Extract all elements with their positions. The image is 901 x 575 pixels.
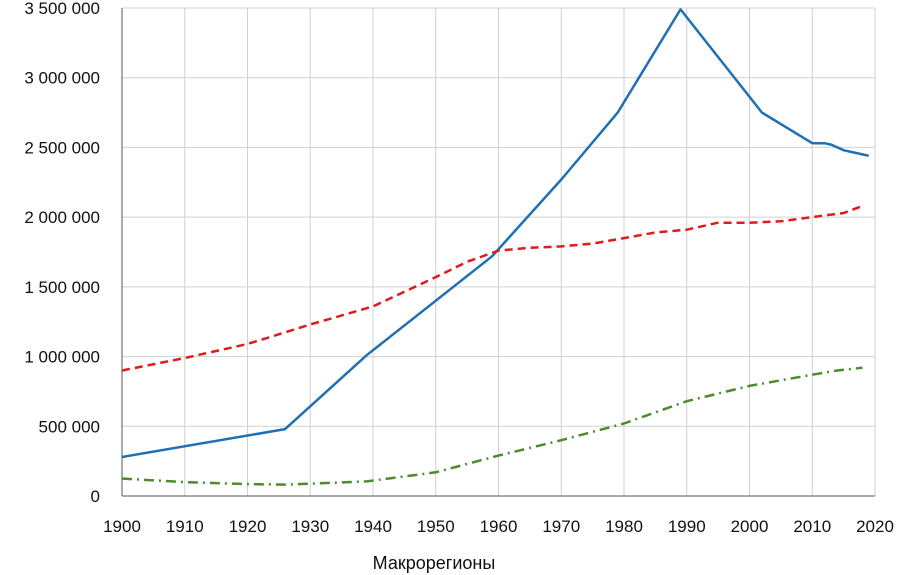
x-tick-label: 1940 bbox=[354, 517, 392, 536]
y-tick-label: 2 500 000 bbox=[24, 138, 100, 157]
y-tick-label: 2 000 000 bbox=[24, 208, 100, 227]
x-tick-label: 1980 bbox=[605, 517, 643, 536]
axes bbox=[121, 8, 875, 497]
y-tick-label: 1 000 000 bbox=[24, 348, 100, 367]
x-tick-label: 1970 bbox=[542, 517, 580, 536]
x-tick-label: 2020 bbox=[856, 517, 894, 536]
x-tick-label: 1900 bbox=[103, 517, 141, 536]
series-line-1 bbox=[121, 8, 869, 459]
series-line-2 bbox=[121, 204, 863, 372]
x-tick-label: 2000 bbox=[731, 517, 769, 536]
x-tick-label: 1950 bbox=[417, 517, 455, 536]
x-axis-title: Макрорегионы bbox=[373, 553, 496, 573]
y-tick-label: 3 500 000 bbox=[24, 0, 100, 18]
y-tick-labels: 0 500 000 1 000 000 1 500 000 2 000 000 2 500… bbox=[24, 0, 100, 506]
y-tick-label: 3 000 000 bbox=[24, 69, 100, 88]
y-tick-label: 1 500 000 bbox=[24, 278, 100, 297]
x-tick-label: 1930 bbox=[291, 517, 329, 536]
x-tick-labels: 1900 1910 1920 1930 1940 1950 1960 1970 1980 1990… bbox=[103, 517, 894, 536]
x-tick-label: 1960 bbox=[480, 517, 518, 536]
series-line-3 bbox=[121, 366, 863, 486]
x-tick-label: 1910 bbox=[166, 517, 204, 536]
series-lines bbox=[121, 8, 869, 486]
x-tick-label: 1920 bbox=[229, 517, 267, 536]
y-tick-label: 500 000 bbox=[39, 417, 100, 436]
y-tick-label: 0 bbox=[91, 487, 100, 506]
gridlines bbox=[122, 7, 876, 496]
x-tick-label: 2010 bbox=[793, 517, 831, 536]
x-tick-label: 1990 bbox=[668, 517, 706, 536]
